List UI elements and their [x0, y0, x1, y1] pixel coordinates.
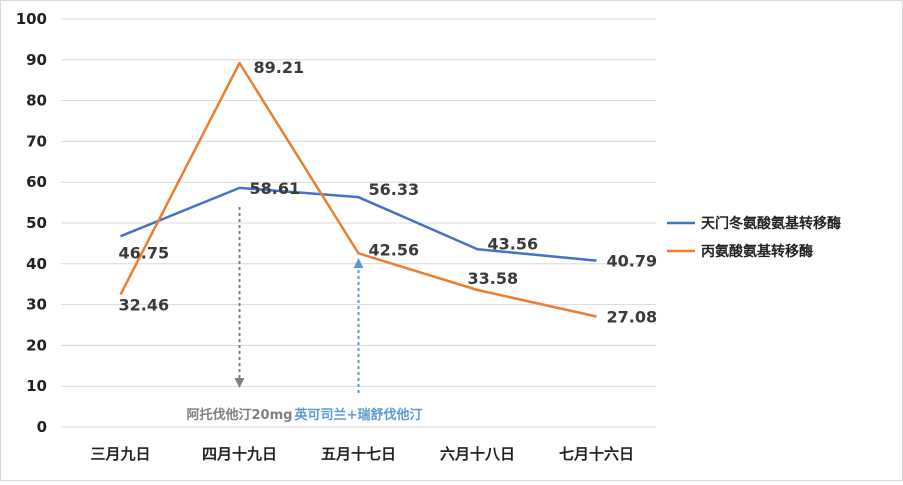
- y-tick-label: 100: [16, 10, 47, 28]
- data-label: 27.08: [607, 308, 658, 327]
- y-tick-label: 60: [26, 173, 47, 191]
- y-tick-label: 40: [26, 255, 47, 273]
- x-tick-label: 七月十六日: [559, 445, 634, 463]
- data-labels: 46.75 58.61 56.33 43.56 40.79 32.46 89.21 42.56…: [119, 58, 658, 326]
- data-label: 42.56: [369, 240, 420, 259]
- series-line-1: [120, 186, 597, 262]
- data-label: 56.33: [369, 180, 420, 199]
- legend-label: 天门冬氨酸氨基转移酶: [701, 215, 841, 232]
- y-axis-ticks: 0 10 20 30 40 50 60 70 80 90 100: [16, 10, 47, 436]
- data-label: 43.56: [488, 234, 539, 253]
- x-axis-ticks: 三月九日 四月十九日 五月十七日 六月十八日 七月十六日: [90, 445, 634, 463]
- legend-label: 丙氨酸氨基转移酶: [701, 243, 813, 260]
- data-label: 89.21: [254, 58, 305, 77]
- data-label: 32.46: [119, 296, 170, 315]
- annotations: 阿托伐他汀20mg 英可司兰+瑞舒伐他汀: [187, 207, 423, 423]
- y-tick-label: 90: [26, 51, 47, 69]
- annotation-label: 阿托伐他汀20mg: [187, 407, 293, 423]
- x-tick-label: 三月九日: [90, 445, 150, 463]
- y-tick-label: 0: [37, 418, 47, 436]
- data-label: 58.61: [250, 179, 301, 198]
- y-tick-label: 50: [26, 214, 47, 232]
- x-tick-label: 四月十九日: [202, 445, 277, 463]
- data-label: 40.79: [607, 252, 658, 271]
- series-lines: [119, 61, 597, 318]
- x-tick-label: 六月十八日: [440, 445, 515, 463]
- data-label: 33.58: [468, 269, 519, 288]
- data-label: 46.75: [119, 243, 170, 262]
- annotation-label: 英可司兰+瑞舒伐他汀: [294, 407, 423, 423]
- y-tick-label: 20: [26, 336, 47, 354]
- x-tick-label: 五月十七日: [321, 445, 396, 463]
- y-tick-label: 70: [26, 132, 47, 150]
- y-tick-label: 80: [26, 92, 47, 110]
- y-tick-label: 10: [26, 377, 47, 395]
- series-line-2: [119, 61, 597, 318]
- y-tick-label: 30: [26, 296, 47, 314]
